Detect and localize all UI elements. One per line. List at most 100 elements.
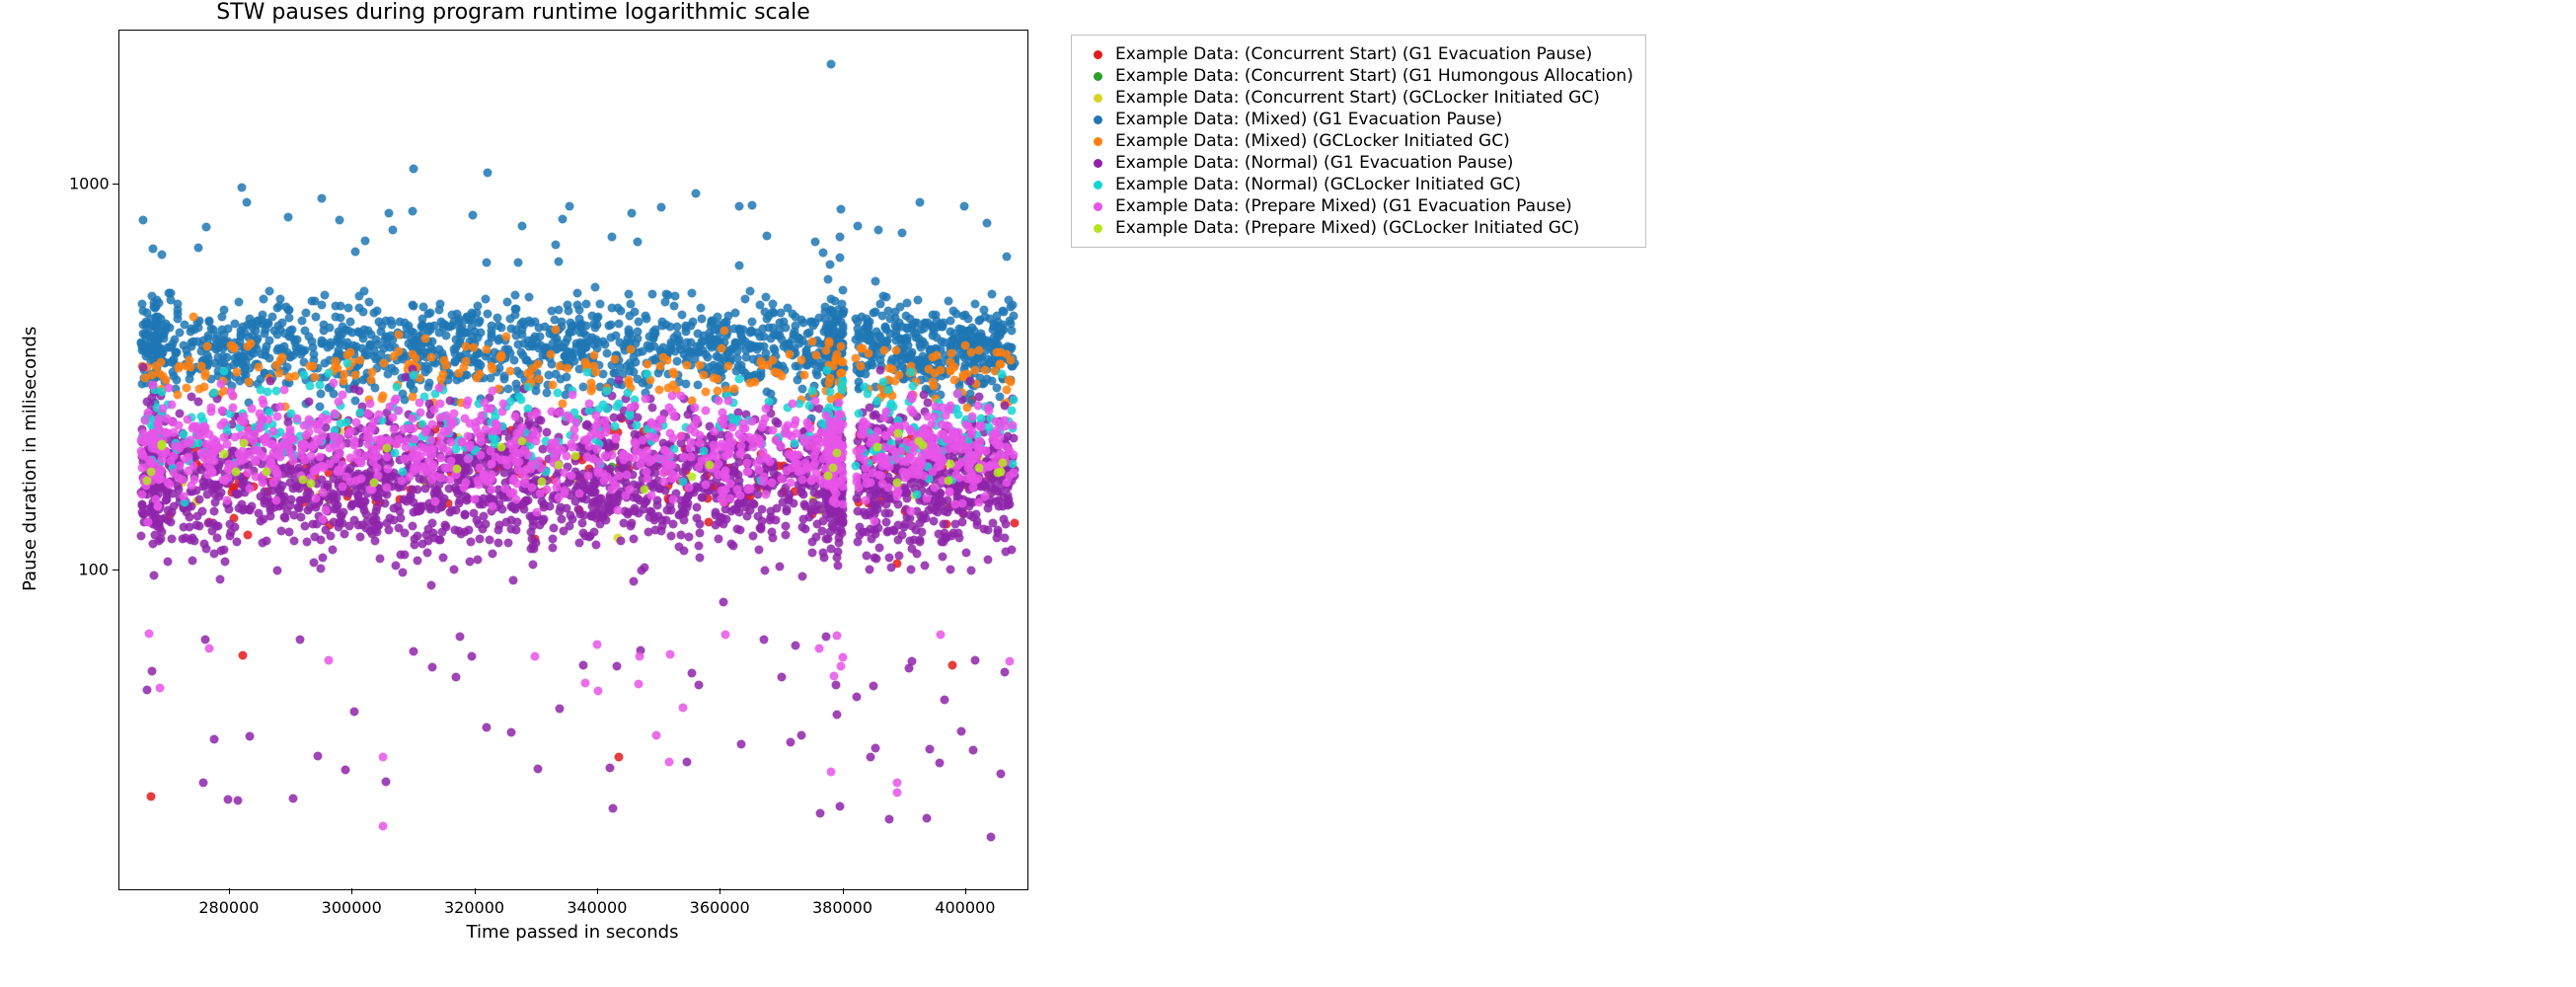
scatter-point	[947, 660, 956, 669]
scatter-point	[506, 366, 515, 375]
scatter-point	[355, 532, 364, 541]
scatter-point	[730, 324, 739, 333]
scatter-point	[172, 348, 181, 357]
scatter-point	[907, 367, 916, 376]
scatter-point	[947, 531, 955, 540]
scatter-point	[987, 290, 996, 299]
scatter-point	[434, 306, 443, 315]
scatter-point	[768, 356, 777, 365]
scatter-point	[318, 554, 327, 563]
scatter-point	[624, 289, 633, 298]
scatter-point	[261, 351, 269, 360]
scatter-point	[543, 427, 552, 436]
scatter-point	[647, 290, 656, 299]
scatter-point	[148, 667, 157, 676]
scatter-point	[580, 357, 589, 366]
scatter-point	[167, 288, 176, 297]
scatter-point	[286, 352, 295, 361]
scatter-point	[213, 352, 222, 361]
scatter-point	[947, 566, 955, 574]
scatter-point	[391, 562, 400, 570]
scatter-point	[503, 385, 512, 394]
scatter-point	[603, 405, 612, 414]
scatter-point	[823, 534, 832, 543]
scatter-point	[838, 357, 847, 366]
scatter-point	[885, 554, 894, 563]
scatter-point	[466, 558, 475, 567]
scatter-point	[583, 368, 592, 377]
scatter-point	[189, 313, 197, 322]
scatter-point	[265, 337, 274, 345]
scatter-point	[772, 504, 781, 513]
scatter-point	[274, 343, 283, 352]
scatter-point	[326, 324, 335, 333]
scatter-point	[808, 338, 817, 346]
scatter-point	[321, 291, 330, 300]
scatter-point	[489, 365, 497, 374]
scatter-point	[837, 205, 846, 214]
scatter-point	[590, 282, 599, 291]
scatter-point	[947, 349, 955, 358]
scatter-point	[148, 244, 157, 253]
scatter-point	[758, 504, 767, 513]
scatter-point	[758, 361, 767, 370]
scatter-point	[687, 338, 696, 346]
scatter-point	[297, 316, 306, 325]
scatter-point	[399, 389, 408, 398]
scatter-point	[797, 385, 806, 394]
scatter-point	[181, 534, 189, 543]
scatter-point	[907, 657, 916, 666]
scatter-point	[532, 386, 541, 395]
scatter-point	[980, 481, 989, 490]
scatter-point	[350, 708, 359, 717]
scatter-point	[617, 306, 626, 315]
scatter-point	[693, 503, 702, 512]
scatter-point	[811, 238, 820, 247]
scatter-point	[916, 198, 925, 207]
scatter-point	[852, 315, 861, 324]
scatter-point	[786, 349, 795, 358]
scatter-point	[557, 515, 566, 524]
scatter-point	[304, 332, 313, 341]
scatter-point	[979, 305, 988, 314]
scatter-point	[235, 503, 244, 512]
scatter-point	[142, 321, 151, 330]
scatter-point	[271, 361, 280, 370]
scatter-point	[798, 523, 807, 532]
scatter-point	[216, 575, 225, 584]
scatter-point	[515, 392, 524, 401]
scatter-point	[870, 682, 878, 691]
scatter-point	[580, 532, 589, 541]
scatter-point	[933, 351, 942, 360]
scatter-point	[534, 360, 543, 369]
scatter-point	[360, 497, 369, 506]
scatter-point	[697, 304, 706, 313]
scatter-point	[481, 295, 490, 304]
scatter-point	[933, 334, 942, 342]
scatter-point	[702, 349, 711, 358]
scatter-point	[186, 355, 194, 364]
scatter-point	[634, 238, 643, 247]
scatter-point	[445, 507, 454, 516]
scatter-point	[950, 376, 959, 385]
scatter-point	[741, 295, 750, 304]
scatter-point	[817, 526, 826, 535]
scatter-point	[308, 519, 317, 528]
scatter-point	[608, 232, 617, 241]
scatter-point	[726, 540, 735, 549]
scatter-point	[776, 562, 785, 570]
scatter-point	[366, 330, 375, 339]
scatter-point	[408, 350, 417, 359]
scatter-point	[203, 342, 212, 350]
scatter-point	[682, 361, 691, 370]
scatter-point	[984, 556, 993, 565]
scatter-point	[524, 368, 533, 377]
scatter-point	[309, 558, 318, 567]
scatter-point	[898, 322, 907, 331]
scatter-point	[427, 352, 436, 361]
scatter-point	[460, 510, 469, 519]
chart-container: STW pauses during program runtime logari…	[0, 0, 2576, 987]
scatter-point	[683, 757, 692, 766]
scatter-point	[413, 557, 421, 566]
scatter-point	[310, 532, 319, 541]
